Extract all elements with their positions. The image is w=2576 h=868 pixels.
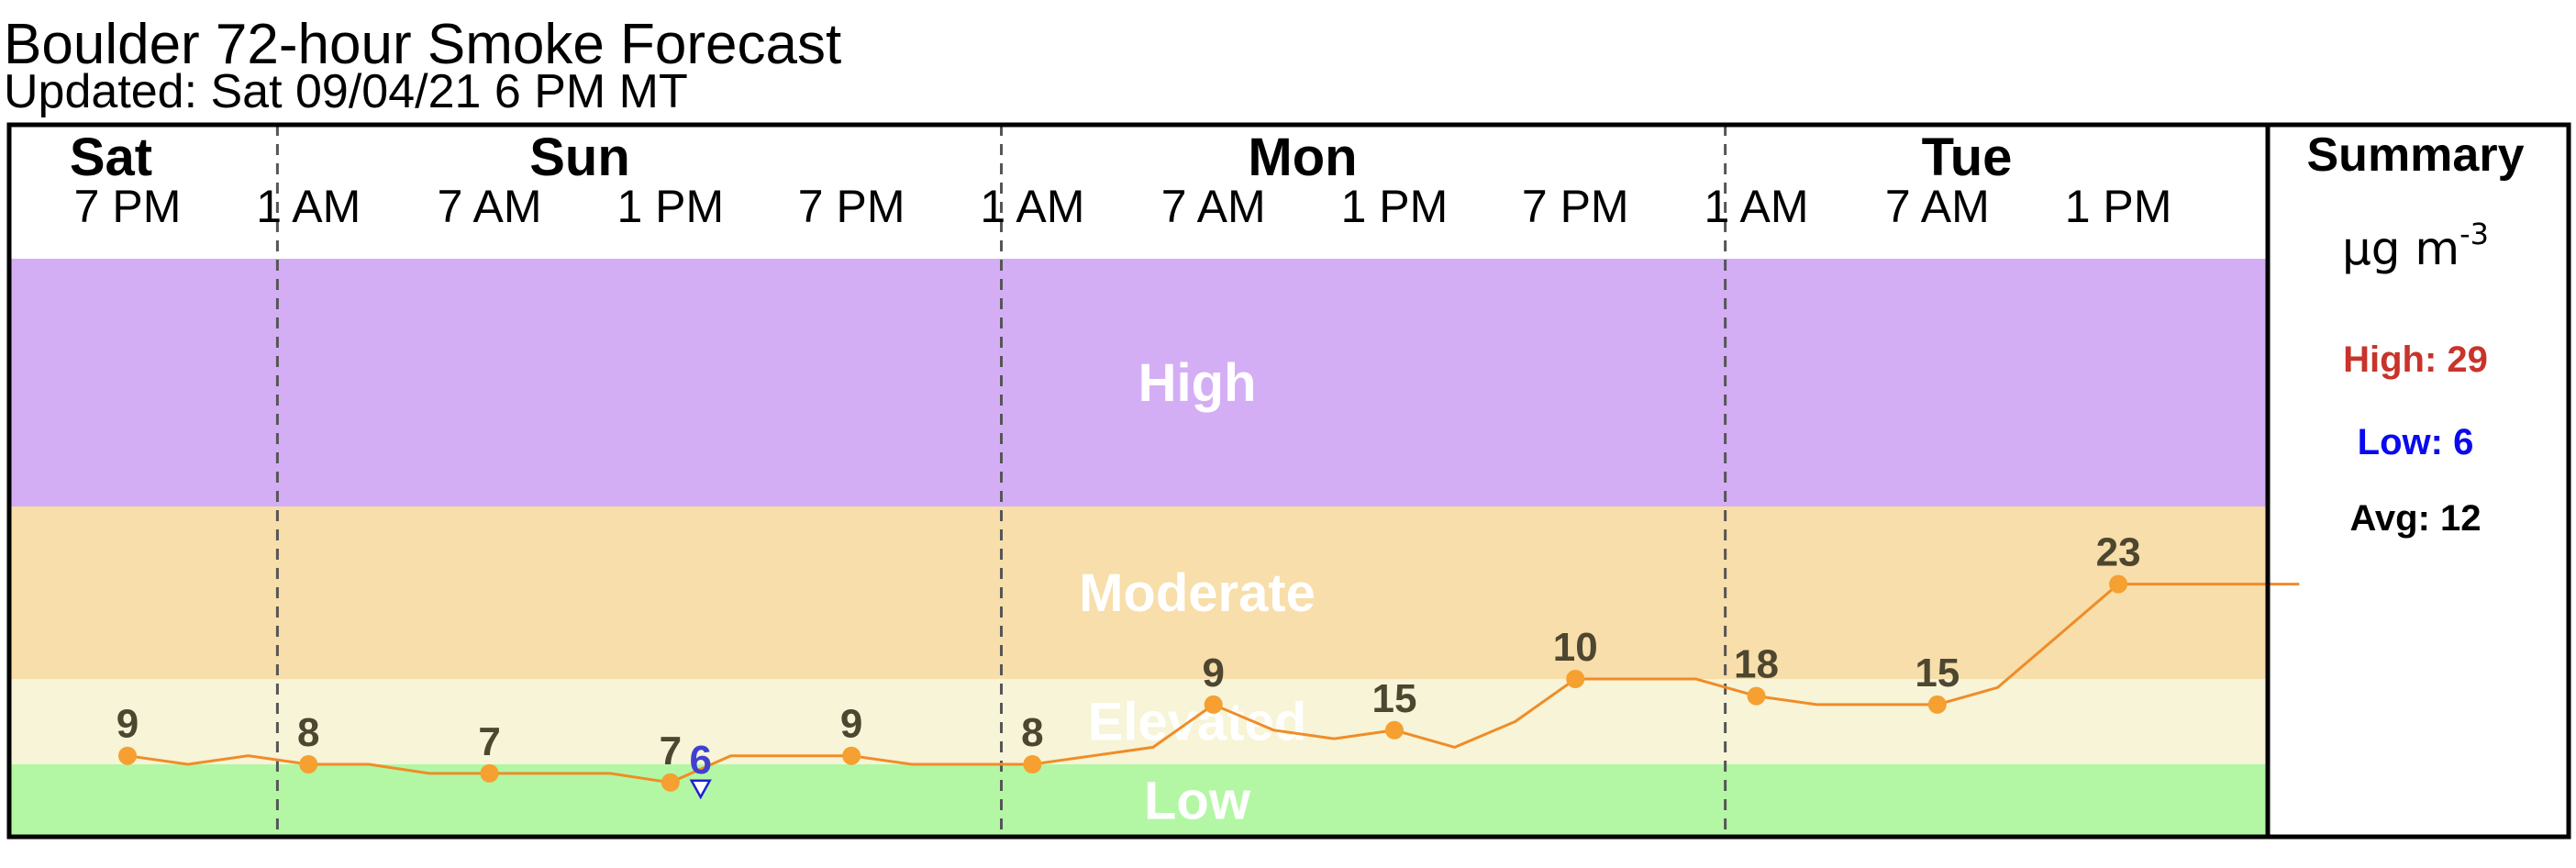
x-tick-label: 1 PM [2065,181,2172,232]
x-tick-label: 1 AM [256,181,361,232]
band-moderate [9,506,2268,679]
chart-frame [6,122,2571,840]
band-low [9,764,2268,837]
band-label-elevated: Elevated [1088,693,1307,752]
summary-avg: Avg: 12 [2349,498,2481,539]
data-point [1566,670,1585,688]
x-tick-label: 1 PM [1341,181,1449,232]
data-point [2109,574,2128,594]
data-point [1023,755,1042,773]
data-labels: 9 8 7 7 9 8 9 15 10 18 15 23 6 [117,530,2141,783]
x-tick-label: 7 AM [1161,181,1266,232]
x-tick-label: 7 PM [1522,181,1629,232]
data-point [842,746,861,765]
summary-high: High: 29 [2343,339,2488,380]
data-label: 7 [660,729,682,773]
day-label: Tue [1922,128,2013,187]
x-tick-label: 1 AM [980,181,1084,232]
category-bands [9,259,2268,837]
summary-low: Low: 6 [2358,422,2474,462]
pm25-series [118,574,2300,800]
unit-label: µg m-3 [2342,217,2489,275]
chart-border [6,122,2571,840]
x-tick-label: 7 PM [74,181,182,232]
data-label: 8 [297,710,319,755]
data-label: 15 [1371,676,1416,721]
data-label: 23 [2096,530,2141,575]
summary-title: Summary [2307,128,2525,182]
data-point [661,773,680,792]
updated-timestamp: Updated: Sat 09/04/21 6 PM MT [4,65,688,118]
x-tick-label: 7 PM [798,181,905,232]
data-label: 15 [1915,651,1960,696]
time-axis: Sat Sun Mon Tue 7 PM 1 AM 7 AM 1 PM 7 PM 1 AM 7 AM… [70,128,2172,232]
band-label-moderate: Moderate [1079,563,1316,623]
data-label: 18 [1734,642,1779,687]
data-point [299,755,318,773]
data-point [1204,695,1223,714]
data-label: 9 [1202,651,1224,696]
data-point [1384,720,1404,740]
day-label: Mon [1248,128,1357,187]
data-point [480,763,499,783]
data-label: 9 [117,702,139,747]
x-tick-label: 7 AM [438,181,542,232]
band-label-high: High [1138,353,1257,413]
data-point [1927,695,1947,714]
x-tick-label: 1 AM [1704,181,1809,232]
data-point [118,746,137,765]
low-marker-label: 6 [689,738,711,783]
day-label: Sat [70,128,152,187]
data-point [1747,686,1766,706]
unit-base: µg m [2342,222,2459,275]
low-marker [689,779,712,800]
summary-panel: Summary µg m-3 High: 29 Low: 6 Avg: 12 [2307,128,2525,539]
unit-exponent: -3 [2459,217,2489,251]
data-label: 9 [840,702,862,747]
band-high [9,259,2268,506]
chart-title: Boulder 72-hour Smoke Forecast [4,13,842,76]
data-label: 7 [478,719,500,764]
day-label: Sun [529,128,630,187]
category-band-labels: Low Elevated Moderate High [1079,353,1316,831]
data-label: 10 [1553,625,1598,670]
band-label-low: Low [1144,772,1251,831]
day-dividers [275,125,1727,837]
x-tick-label: 7 AM [1885,181,1990,232]
data-label: 8 [1021,710,1043,755]
x-tick-label: 1 PM [616,181,724,232]
pm25-line [127,583,2300,785]
